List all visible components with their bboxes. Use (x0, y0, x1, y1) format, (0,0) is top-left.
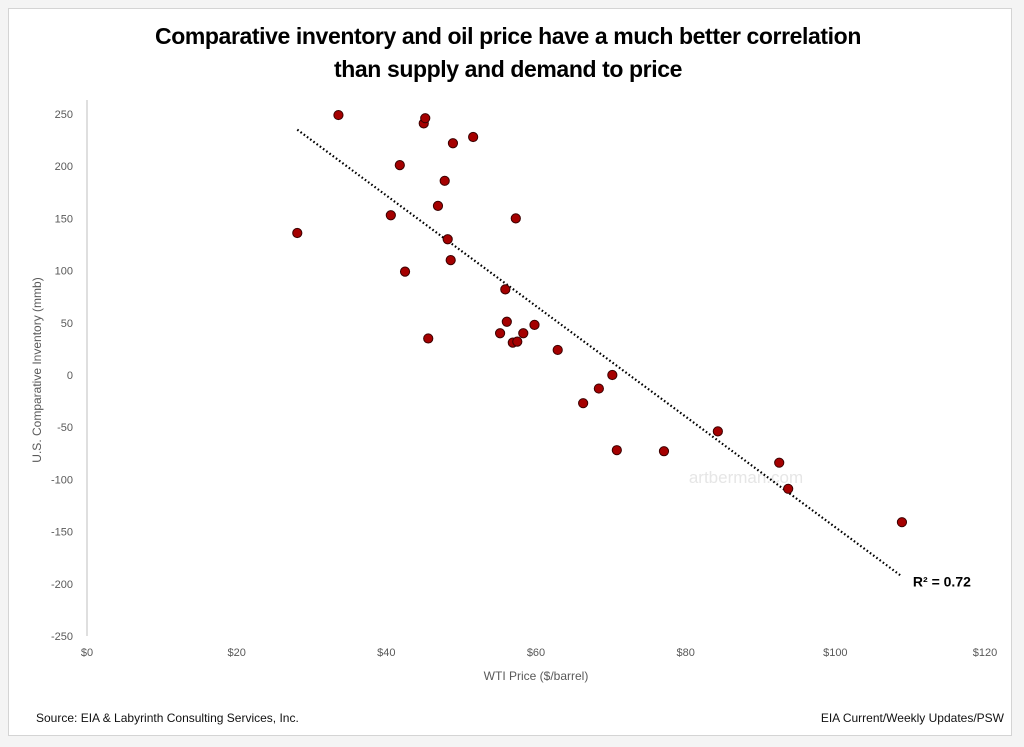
data-point (500, 284, 511, 295)
source-note: Source: EIA & Labyrinth Consulting Servi… (36, 711, 299, 725)
data-point (774, 457, 785, 468)
y-tick-label: 50 (61, 318, 73, 330)
x-tick-label: $20 (227, 647, 245, 659)
chart-frame (8, 8, 1012, 736)
data-point (578, 398, 589, 409)
data-point (712, 426, 723, 437)
data-point (494, 328, 506, 339)
data-point (468, 131, 479, 143)
data-point (501, 316, 512, 327)
data-point (783, 483, 794, 494)
data-point (552, 344, 563, 356)
r-squared-label: R² = 0.72 (913, 573, 971, 589)
data-point (607, 369, 618, 381)
data-point (423, 333, 434, 344)
trendline (296, 128, 903, 578)
y-axis-title: U.S. Comparative Inventory (mmb) (30, 277, 44, 462)
y-tick-label: -50 (57, 422, 73, 434)
data-points (292, 109, 908, 528)
y-tick-label: 200 (55, 161, 73, 173)
data-point (399, 266, 411, 277)
data-point (420, 113, 431, 124)
x-tick-label: $40 (377, 647, 395, 659)
x-tick-label: $120 (973, 647, 997, 659)
y-tick-label: -100 (51, 474, 73, 486)
data-point (439, 175, 450, 186)
y-tick-label: 250 (55, 109, 73, 121)
data-point (896, 517, 908, 528)
data-point (611, 445, 622, 456)
watermark: artberman.com (689, 468, 803, 487)
x-axis-title: WTI Price ($/barrel) (484, 669, 589, 683)
data-point (447, 138, 459, 149)
data-point (512, 336, 523, 347)
x-tick-label: $60 (527, 647, 545, 659)
y-tick-label: 100 (55, 266, 73, 278)
chart-title: Comparative inventory and oil price have… (0, 20, 1016, 86)
data-point (510, 213, 521, 224)
y-tick-label: 150 (55, 213, 73, 225)
chart-title-line-1: Comparative inventory and oil price have… (155, 23, 861, 49)
x-tick-label: $100 (823, 647, 847, 659)
data-point (432, 200, 444, 211)
data-point (333, 109, 344, 121)
credit-note: EIA Current/Weekly Updates/PSW (820, 711, 1004, 725)
chart-title-line-2: than supply and demand to price (334, 56, 682, 82)
y-tick-label: -250 (51, 631, 73, 643)
data-point (593, 383, 604, 394)
y-tick-label: -150 (51, 527, 73, 539)
y-tick-label: -200 (51, 579, 73, 591)
data-point (658, 446, 670, 457)
data-point (518, 328, 529, 339)
data-point (445, 255, 456, 266)
x-tick-label: $80 (676, 647, 694, 659)
data-point (442, 234, 453, 245)
x-axis: $0 $20 $40 $60 $80 $100 $120 (81, 647, 997, 659)
data-point (292, 227, 303, 239)
y-tick-label: 0 (67, 370, 73, 382)
data-point (529, 319, 540, 330)
x-tick-label: $0 (81, 647, 93, 659)
y-axis: 250 200 150 100 50 0 -50 -100 -150 -200 -250 (51, 100, 88, 643)
data-point (394, 160, 405, 171)
data-point (385, 210, 396, 221)
